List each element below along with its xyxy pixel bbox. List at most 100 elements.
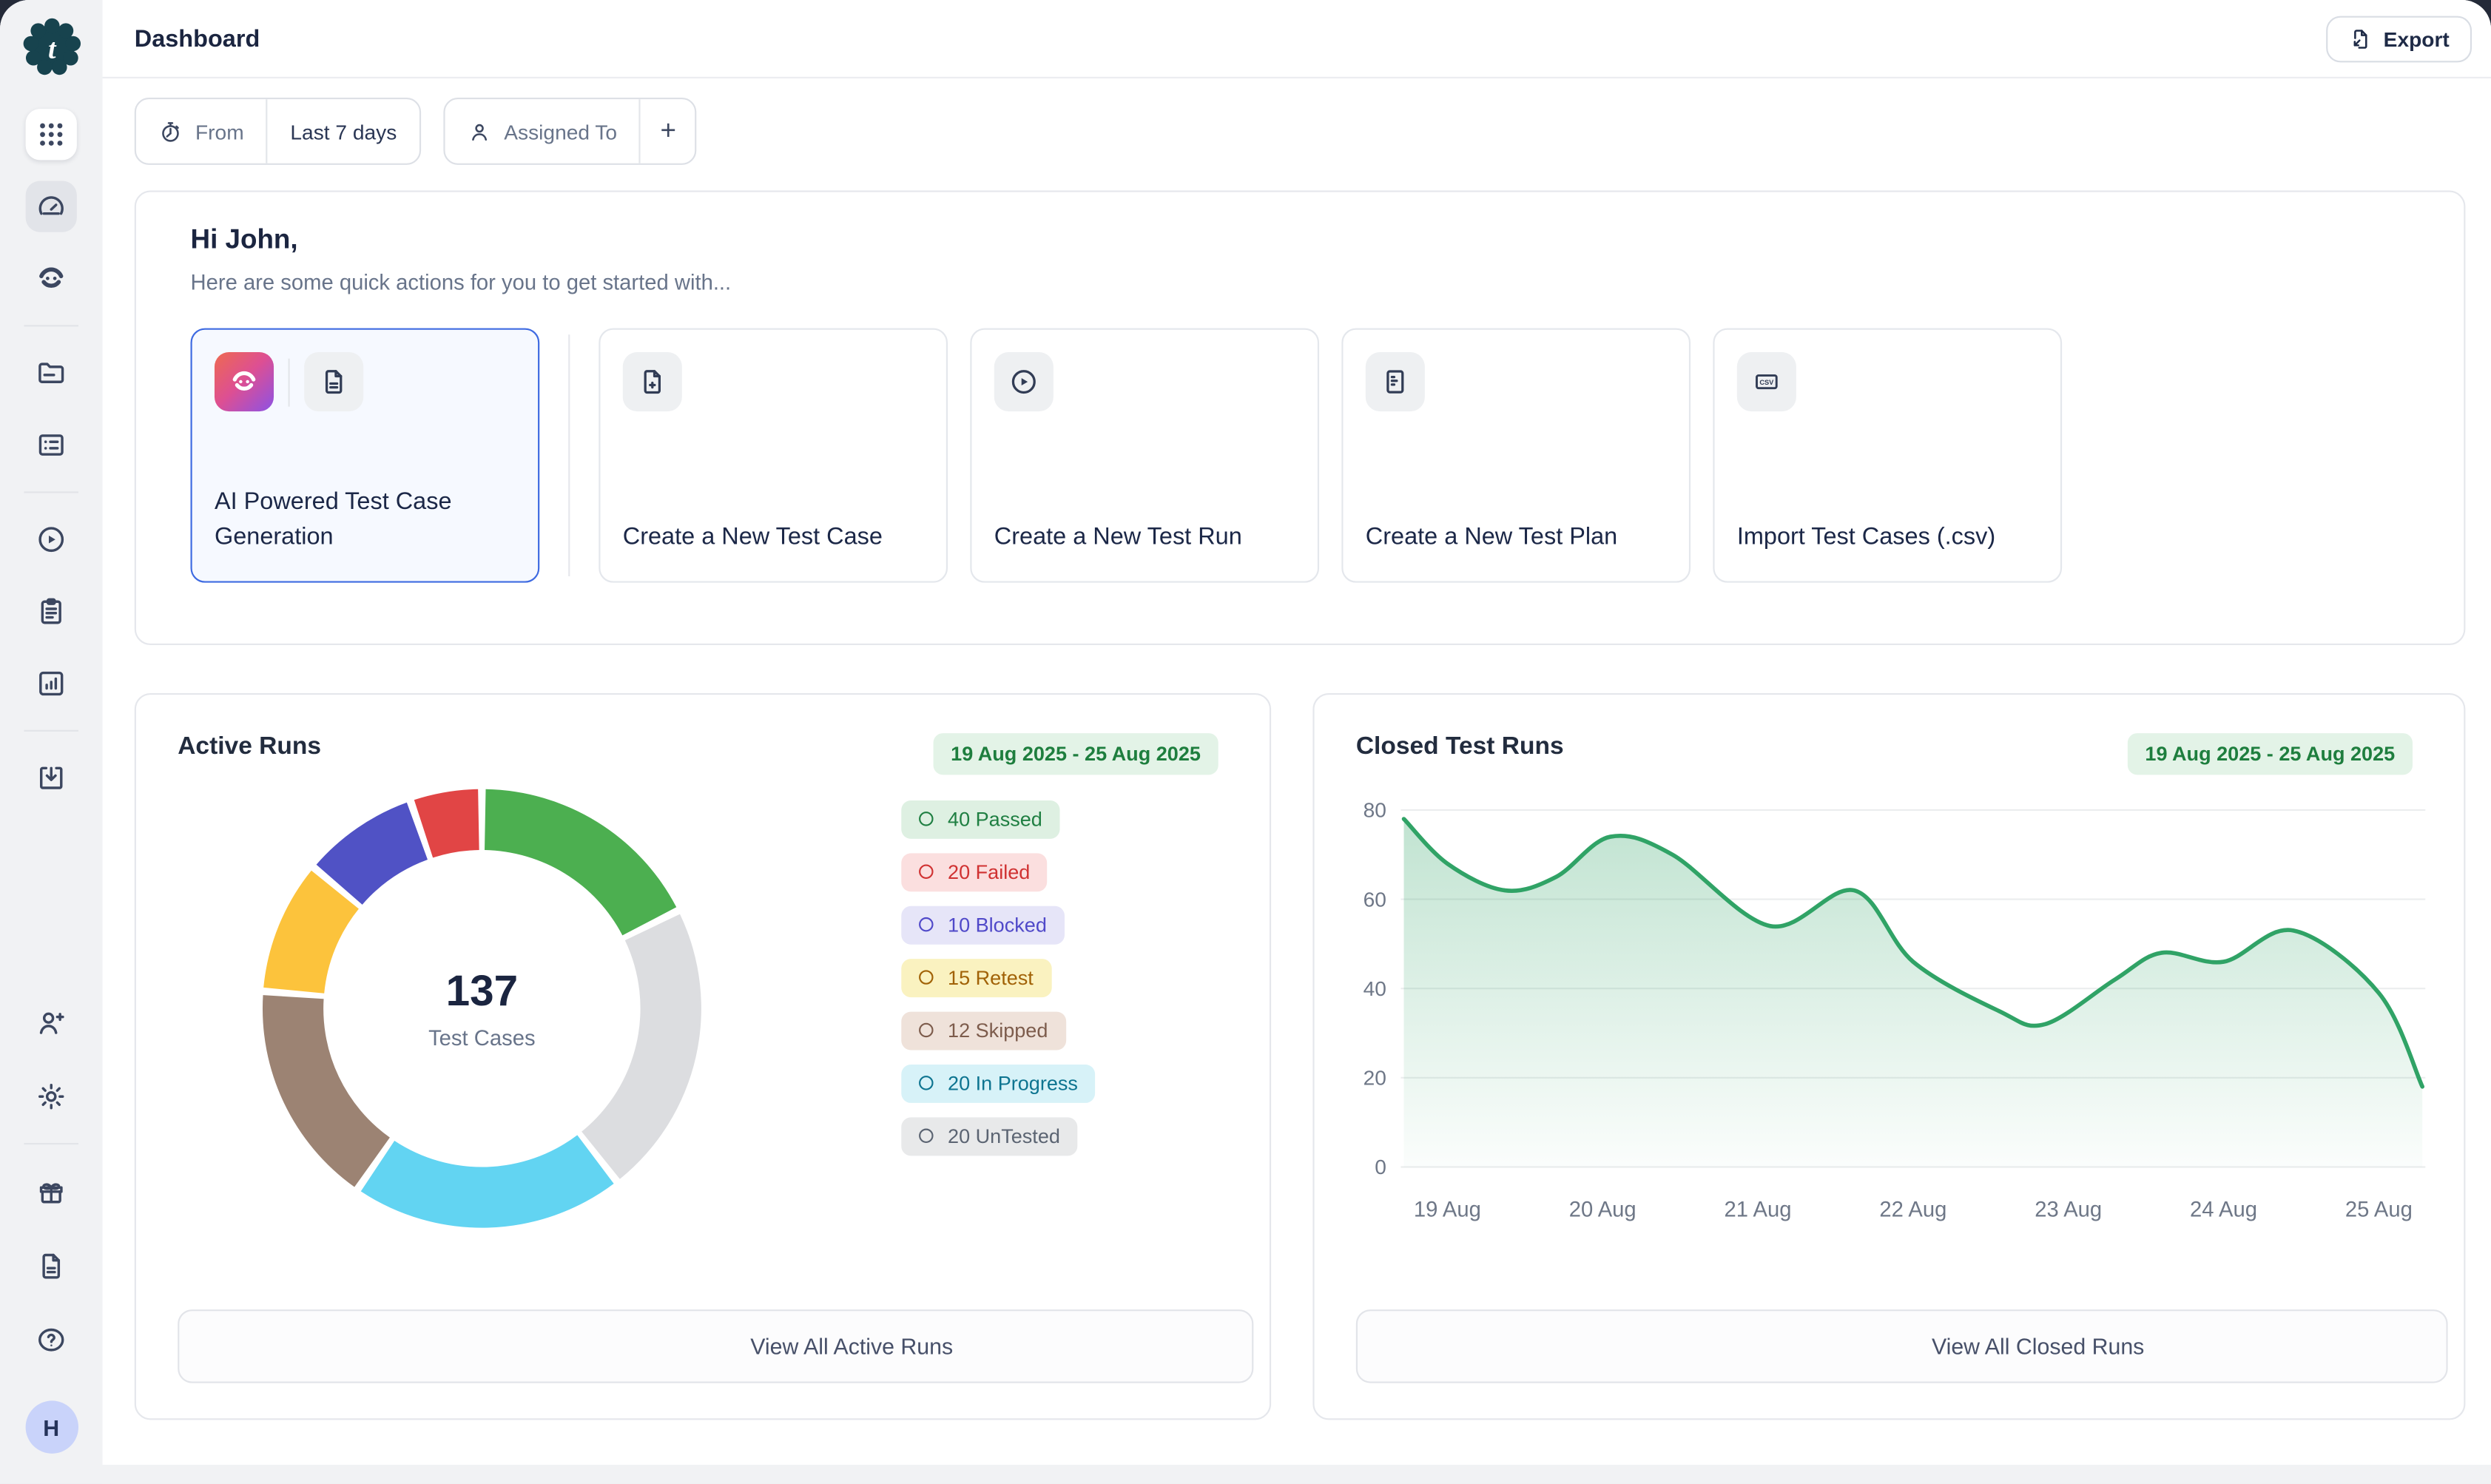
y-axis-label: 40 <box>1364 977 1386 999</box>
sidebar-item-file[interactable] <box>26 1241 77 1292</box>
x-axis-label: 23 Aug <box>2035 1197 2102 1221</box>
clipboard-icon <box>41 598 61 624</box>
sidebar-divider <box>24 1143 79 1145</box>
quick-action-card-5[interactable]: CSV Import Test Cases (.csv) <box>1713 328 2063 582</box>
legend-badge-label: 40 Passed <box>948 807 1042 830</box>
legend-badge-retest[interactable]: 15 Retest <box>901 958 1051 997</box>
quick-action-icons <box>1365 352 1667 412</box>
donut-chart <box>262 788 701 1227</box>
sidebar-item-help-circle[interactable] <box>26 1315 77 1366</box>
sidebar-item-import-tray[interactable] <box>26 752 77 803</box>
user-plus-icon <box>39 1012 64 1034</box>
sidebar-item-user-plus[interactable] <box>26 997 77 1048</box>
quick-action-label: Create a New Test Case <box>622 523 883 550</box>
export-file-icon <box>2353 29 2367 48</box>
view-all-closed-runs-button[interactable]: View All Closed Runs <box>1355 1308 2448 1383</box>
active-runs-header: Active Runs 19 Aug 2025 - 25 Aug 2025 <box>136 694 1270 775</box>
sidebar-item-robot[interactable] <box>26 253 77 304</box>
play-circle-icon <box>38 527 64 553</box>
sidebar-item-folder[interactable] <box>26 348 77 399</box>
sidebar-item-dashboard-gauge[interactable] <box>25 181 77 232</box>
area-fill <box>1403 817 2423 1167</box>
sidebar-item-play-circle[interactable] <box>26 514 77 565</box>
bar-chart-icon <box>39 671 64 696</box>
legend-badge-label: 20 UnTested <box>948 1124 1060 1147</box>
segment-divider <box>639 99 641 163</box>
legend-badge-blocked[interactable]: 10 Blocked <box>901 905 1065 944</box>
trend-line <box>1401 816 2425 1088</box>
date-filter: From Last 7 days <box>134 97 421 165</box>
chip-divider <box>288 357 290 406</box>
y-axis-label: 0 <box>1375 1155 1386 1178</box>
donut-chart-wrap: 137 Test Cases <box>257 783 706 1232</box>
status-legend: 40 Passed 20 Failed 10 Blocked 15 Retest 12 … <box>901 799 1096 1156</box>
add-filter-button[interactable]: + <box>641 99 695 163</box>
y-axis-label: 60 <box>1364 887 1386 910</box>
test-plan-icon <box>1386 370 1404 394</box>
quick-action-card-1[interactable]: AI Powered Test Case Generation <box>190 328 540 582</box>
sidebar-item-gift[interactable] <box>26 1167 77 1218</box>
legend-badge-failed[interactable]: 20 Failed <box>901 852 1048 891</box>
segment-divider <box>266 99 269 163</box>
legend-badge-label: 15 Retest <box>948 965 1034 989</box>
quick-action-label: Create a New Test Run <box>994 523 1242 550</box>
x-axis-label: 22 Aug <box>1879 1197 1946 1221</box>
sidebar-divider <box>24 491 79 493</box>
legend-marker-icon <box>919 1022 934 1038</box>
date-range-value: Last 7 days <box>290 119 397 144</box>
content: From Last 7 days Assigned To <box>102 78 2491 1484</box>
legend-marker-icon <box>919 970 934 985</box>
export-label: Export <box>2383 26 2450 51</box>
legend-badge-passed[interactable]: 40 Passed <box>901 799 1060 838</box>
legend-badge-in-progress[interactable]: 20 In Progress <box>901 1063 1096 1102</box>
sidebar-item-bar-chart[interactable] <box>26 658 77 709</box>
closed-runs-date-badge: 19 Aug 2025 - 25 Aug 2025 <box>2127 732 2413 775</box>
legend-marker-icon <box>919 812 934 826</box>
sidebar-item-apps-grid[interactable] <box>25 109 77 161</box>
quick-action-label: Create a New Test Plan <box>1365 523 1618 550</box>
legend-marker-icon <box>919 1076 934 1090</box>
import-tray-icon <box>40 766 63 789</box>
export-button[interactable]: Export <box>2325 15 2473 62</box>
export-icon <box>2348 27 2372 50</box>
file-icon <box>42 1253 61 1279</box>
user-avatar[interactable]: H <box>24 1400 78 1454</box>
sidebar-nav <box>24 77 79 803</box>
quick-action-card-4[interactable]: Create a New Test Plan <box>1341 328 1691 582</box>
active-runs-body: 137 Test Cases 40 Passed 20 Failed 10 Bloc… <box>136 774 1270 1232</box>
donut-segment-in-progress <box>360 1134 614 1227</box>
play-circle-chip <box>994 352 1054 412</box>
legend-badge-skipped[interactable]: 12 Skipped <box>901 1011 1066 1050</box>
csv-chip: CSV <box>1736 352 1796 412</box>
x-axis-label: 25 Aug <box>2345 1197 2413 1221</box>
legend-badge-untested[interactable]: 20 UnTested <box>901 1116 1078 1156</box>
person-icon <box>468 119 491 143</box>
quick-action-card-3[interactable]: Create a New Test Run <box>970 328 1320 582</box>
assignee-filter: Assigned To + <box>443 97 698 165</box>
sidebar-item-gear[interactable] <box>26 1071 77 1122</box>
sidebar-item-clipboard[interactable] <box>26 586 77 637</box>
welcome-subtitle: Here are some quick actions for you to g… <box>190 270 732 295</box>
sidebar-divider <box>24 325 79 327</box>
date-filter-value[interactable]: Last 7 days <box>268 99 419 163</box>
filter-bar: From Last 7 days Assigned To <box>134 97 2466 165</box>
sidebar-item-checklist-card[interactable] <box>26 419 77 471</box>
date-filter-from[interactable]: From <box>136 99 266 163</box>
csv-icon: CSV <box>1756 374 1778 390</box>
assigned-to-label: Assigned To <box>504 119 618 144</box>
quick-action-card-2[interactable]: Create a New Test Case <box>599 328 948 582</box>
quick-action-icons <box>994 352 1295 412</box>
checklist-card-icon <box>38 434 64 456</box>
view-all-active-runs-button[interactable]: View All Active Runs <box>178 1308 1254 1383</box>
quick-actions-divider <box>568 334 570 576</box>
assigned-to-button[interactable]: Assigned To <box>445 99 639 163</box>
active-runs-footer: View All Active Runs <box>136 1308 1270 1417</box>
y-axis-label: 80 <box>1364 798 1386 821</box>
donut-total: 137 <box>445 965 519 1014</box>
x-axis-label: 24 Aug <box>2190 1197 2257 1221</box>
greeting: Hi John, <box>190 223 298 255</box>
folder-icon <box>38 362 64 383</box>
legend-badge-label: 12 Skipped <box>948 1019 1048 1042</box>
